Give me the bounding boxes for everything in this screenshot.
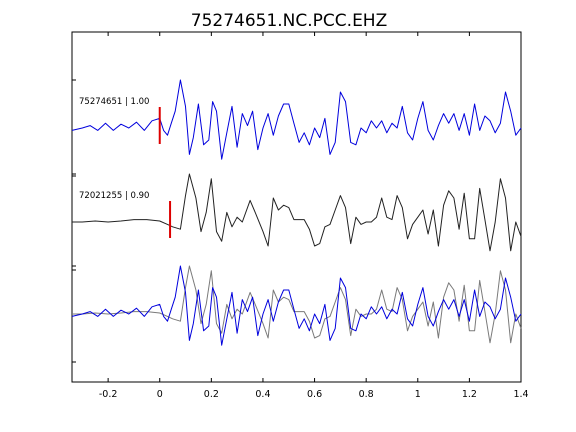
- trace-3-series-2: [71, 265, 522, 346]
- trace-3-series-1: [72, 265, 522, 344]
- x-tick-label: 0.8: [359, 389, 374, 400]
- trace-label-1: 75274651 | 1.00: [79, 97, 149, 107]
- x-tick-label: -0.2: [99, 389, 118, 400]
- x-tick-label: 1: [415, 389, 421, 400]
- plot-frame: [71, 31, 522, 383]
- traces: [71, 79, 522, 346]
- pick-markers: [158, 107, 172, 238]
- x-tick-label: 1.2: [462, 389, 477, 400]
- trace-1-series-1: [71, 79, 522, 160]
- trace-2-series-1: [72, 173, 522, 252]
- x-tick-label: 0.2: [204, 389, 219, 400]
- trace-labels: 75274651 | 1.00 72021255 | 0.90: [79, 97, 149, 201]
- x-tick-label: 0.4: [255, 389, 270, 400]
- chart-title: 75274651.NC.PCC.EHZ: [191, 11, 388, 31]
- x-tick-label: 0.6: [307, 389, 322, 400]
- y-tick-marks: [72, 79, 76, 363]
- x-tick-label: 0: [157, 389, 163, 400]
- x-axis: -0.2 0 0.2 0.4 0.6 0.8 1 1.2 1.4: [99, 32, 529, 400]
- x-tick-label: 1.4: [513, 389, 528, 400]
- trace-label-2: 72021255 | 0.90: [79, 191, 149, 201]
